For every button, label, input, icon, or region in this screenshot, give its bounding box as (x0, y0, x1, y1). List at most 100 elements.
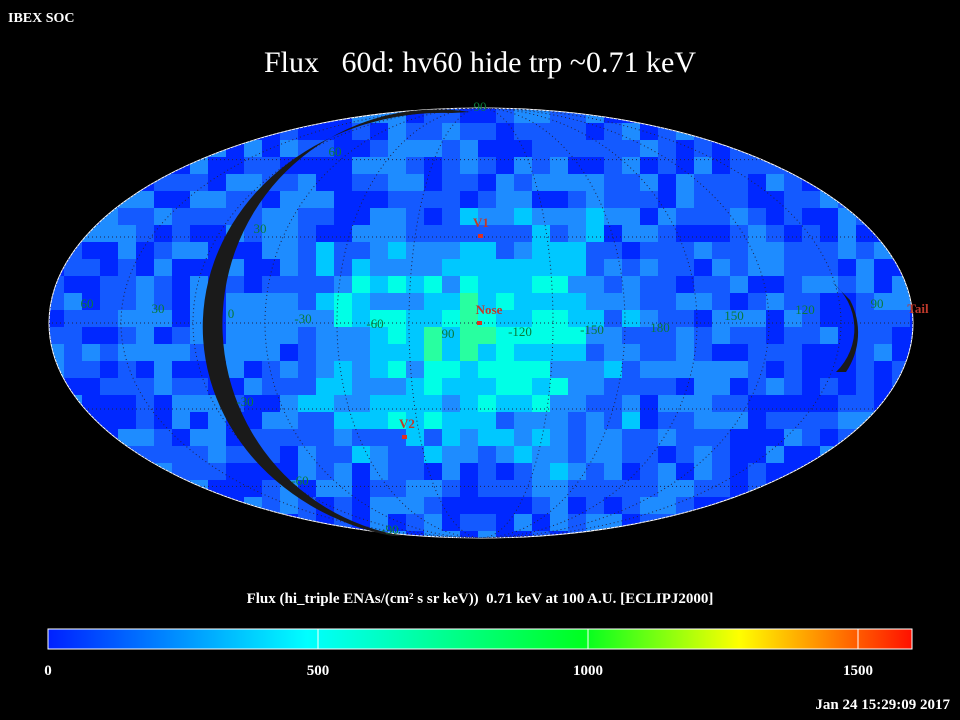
sky-pixel (262, 108, 280, 123)
sky-pixel (802, 293, 820, 310)
sky-pixel (82, 157, 100, 174)
tick-label: 0 (44, 663, 52, 679)
sky-pixel (280, 293, 298, 310)
sky-pixel (586, 429, 604, 446)
sky-pixel (100, 191, 118, 208)
sky-pixel (676, 463, 694, 480)
sky-pixel (334, 310, 352, 327)
sky-pixel (298, 429, 316, 446)
sky-pixel (496, 327, 514, 344)
sky-pixel (298, 293, 316, 310)
sky-pixel (838, 480, 856, 497)
longitude-label: -120 (508, 324, 532, 339)
sky-pixel (136, 140, 154, 157)
sky-pixel (568, 174, 586, 191)
sky-pixel (532, 191, 550, 208)
sky-pixel (460, 531, 478, 538)
sky-pixel (622, 531, 640, 538)
sky-pixel (82, 276, 100, 293)
sky-pixel (910, 361, 913, 378)
sky-pixel (118, 446, 136, 463)
sky-pixel (766, 429, 784, 446)
sky-pixel (604, 293, 622, 310)
sky-pixel (316, 378, 334, 395)
sky-pixel (64, 327, 82, 344)
sky-pixel (640, 140, 658, 157)
sky-pixel (874, 157, 892, 174)
sky-pixel (586, 344, 604, 361)
sky-pixel (622, 361, 640, 378)
sky-pixel (496, 276, 514, 293)
sky-pixel (496, 242, 514, 259)
sky-pixel (244, 327, 262, 344)
sky-pixel (514, 344, 532, 361)
sky-pixel (586, 174, 604, 191)
sky-pixel (49, 174, 64, 191)
sky-pixel (208, 225, 226, 242)
sky-pixel (316, 395, 334, 412)
sky-pixel (910, 497, 913, 514)
meridian (120, 108, 842, 538)
sky-pixel (856, 242, 874, 259)
sky-pixel (568, 242, 586, 259)
sky-pixel (262, 276, 280, 293)
sky-pixel (604, 480, 622, 497)
sky-pixel (838, 378, 856, 395)
sky-pixel (676, 174, 694, 191)
sky-pixel (820, 108, 838, 123)
sky-pixel (82, 429, 100, 446)
sky-pixel (748, 108, 766, 123)
sky-pixel (640, 344, 658, 361)
sky-pixel (244, 174, 262, 191)
sky-pixel (856, 276, 874, 293)
sky-pixel (694, 378, 712, 395)
sky-pixel (370, 327, 388, 344)
latitude-label: 60 (329, 144, 342, 159)
sky-pixel (766, 242, 784, 259)
sky-pixel (118, 225, 136, 242)
sky-pixel (550, 446, 568, 463)
sky-pixel (208, 123, 226, 140)
sky-pixel (496, 123, 514, 140)
sky-pixel (64, 259, 82, 276)
sky-pixel (514, 463, 532, 480)
sky-pixel (478, 310, 496, 327)
sky-pixel (82, 174, 100, 191)
sky-pixel (100, 276, 118, 293)
sky-pixel (460, 446, 478, 463)
sky-pixel (334, 191, 352, 208)
sky-pixel (856, 361, 874, 378)
sky-pixel (82, 395, 100, 412)
sky-pixel (496, 497, 514, 514)
sky-pixel (136, 395, 154, 412)
sky-pixel (154, 174, 172, 191)
sky-pixel (766, 327, 784, 344)
sky-pixel (658, 310, 676, 327)
sky-pixel (712, 395, 730, 412)
sky-pixel (532, 531, 550, 538)
sky-pixel (118, 463, 136, 480)
sky-pixel (154, 429, 172, 446)
sky-pixel (766, 412, 784, 429)
sky-pixel (586, 225, 604, 242)
sky-pixel (820, 259, 838, 276)
sky-pixel (190, 395, 208, 412)
sky-pixel (910, 429, 913, 446)
sky-pixel (694, 531, 712, 538)
sky-pixel (370, 446, 388, 463)
app-label: IBEX SOC (8, 11, 75, 26)
sky-pixel (298, 463, 316, 480)
sky-pixel (82, 140, 100, 157)
sky-pixel (64, 412, 82, 429)
sky-pixel (190, 123, 208, 140)
sky-pixel (118, 174, 136, 191)
sky-pixel (298, 123, 316, 140)
sky-pixel (370, 412, 388, 429)
sky-pixel (604, 497, 622, 514)
sky-pixel (406, 429, 424, 446)
sky-pixel (154, 395, 172, 412)
sky-pixel (316, 140, 334, 157)
sky-pixel (280, 208, 298, 225)
meridian (192, 108, 770, 538)
sky-pixel (856, 310, 874, 327)
